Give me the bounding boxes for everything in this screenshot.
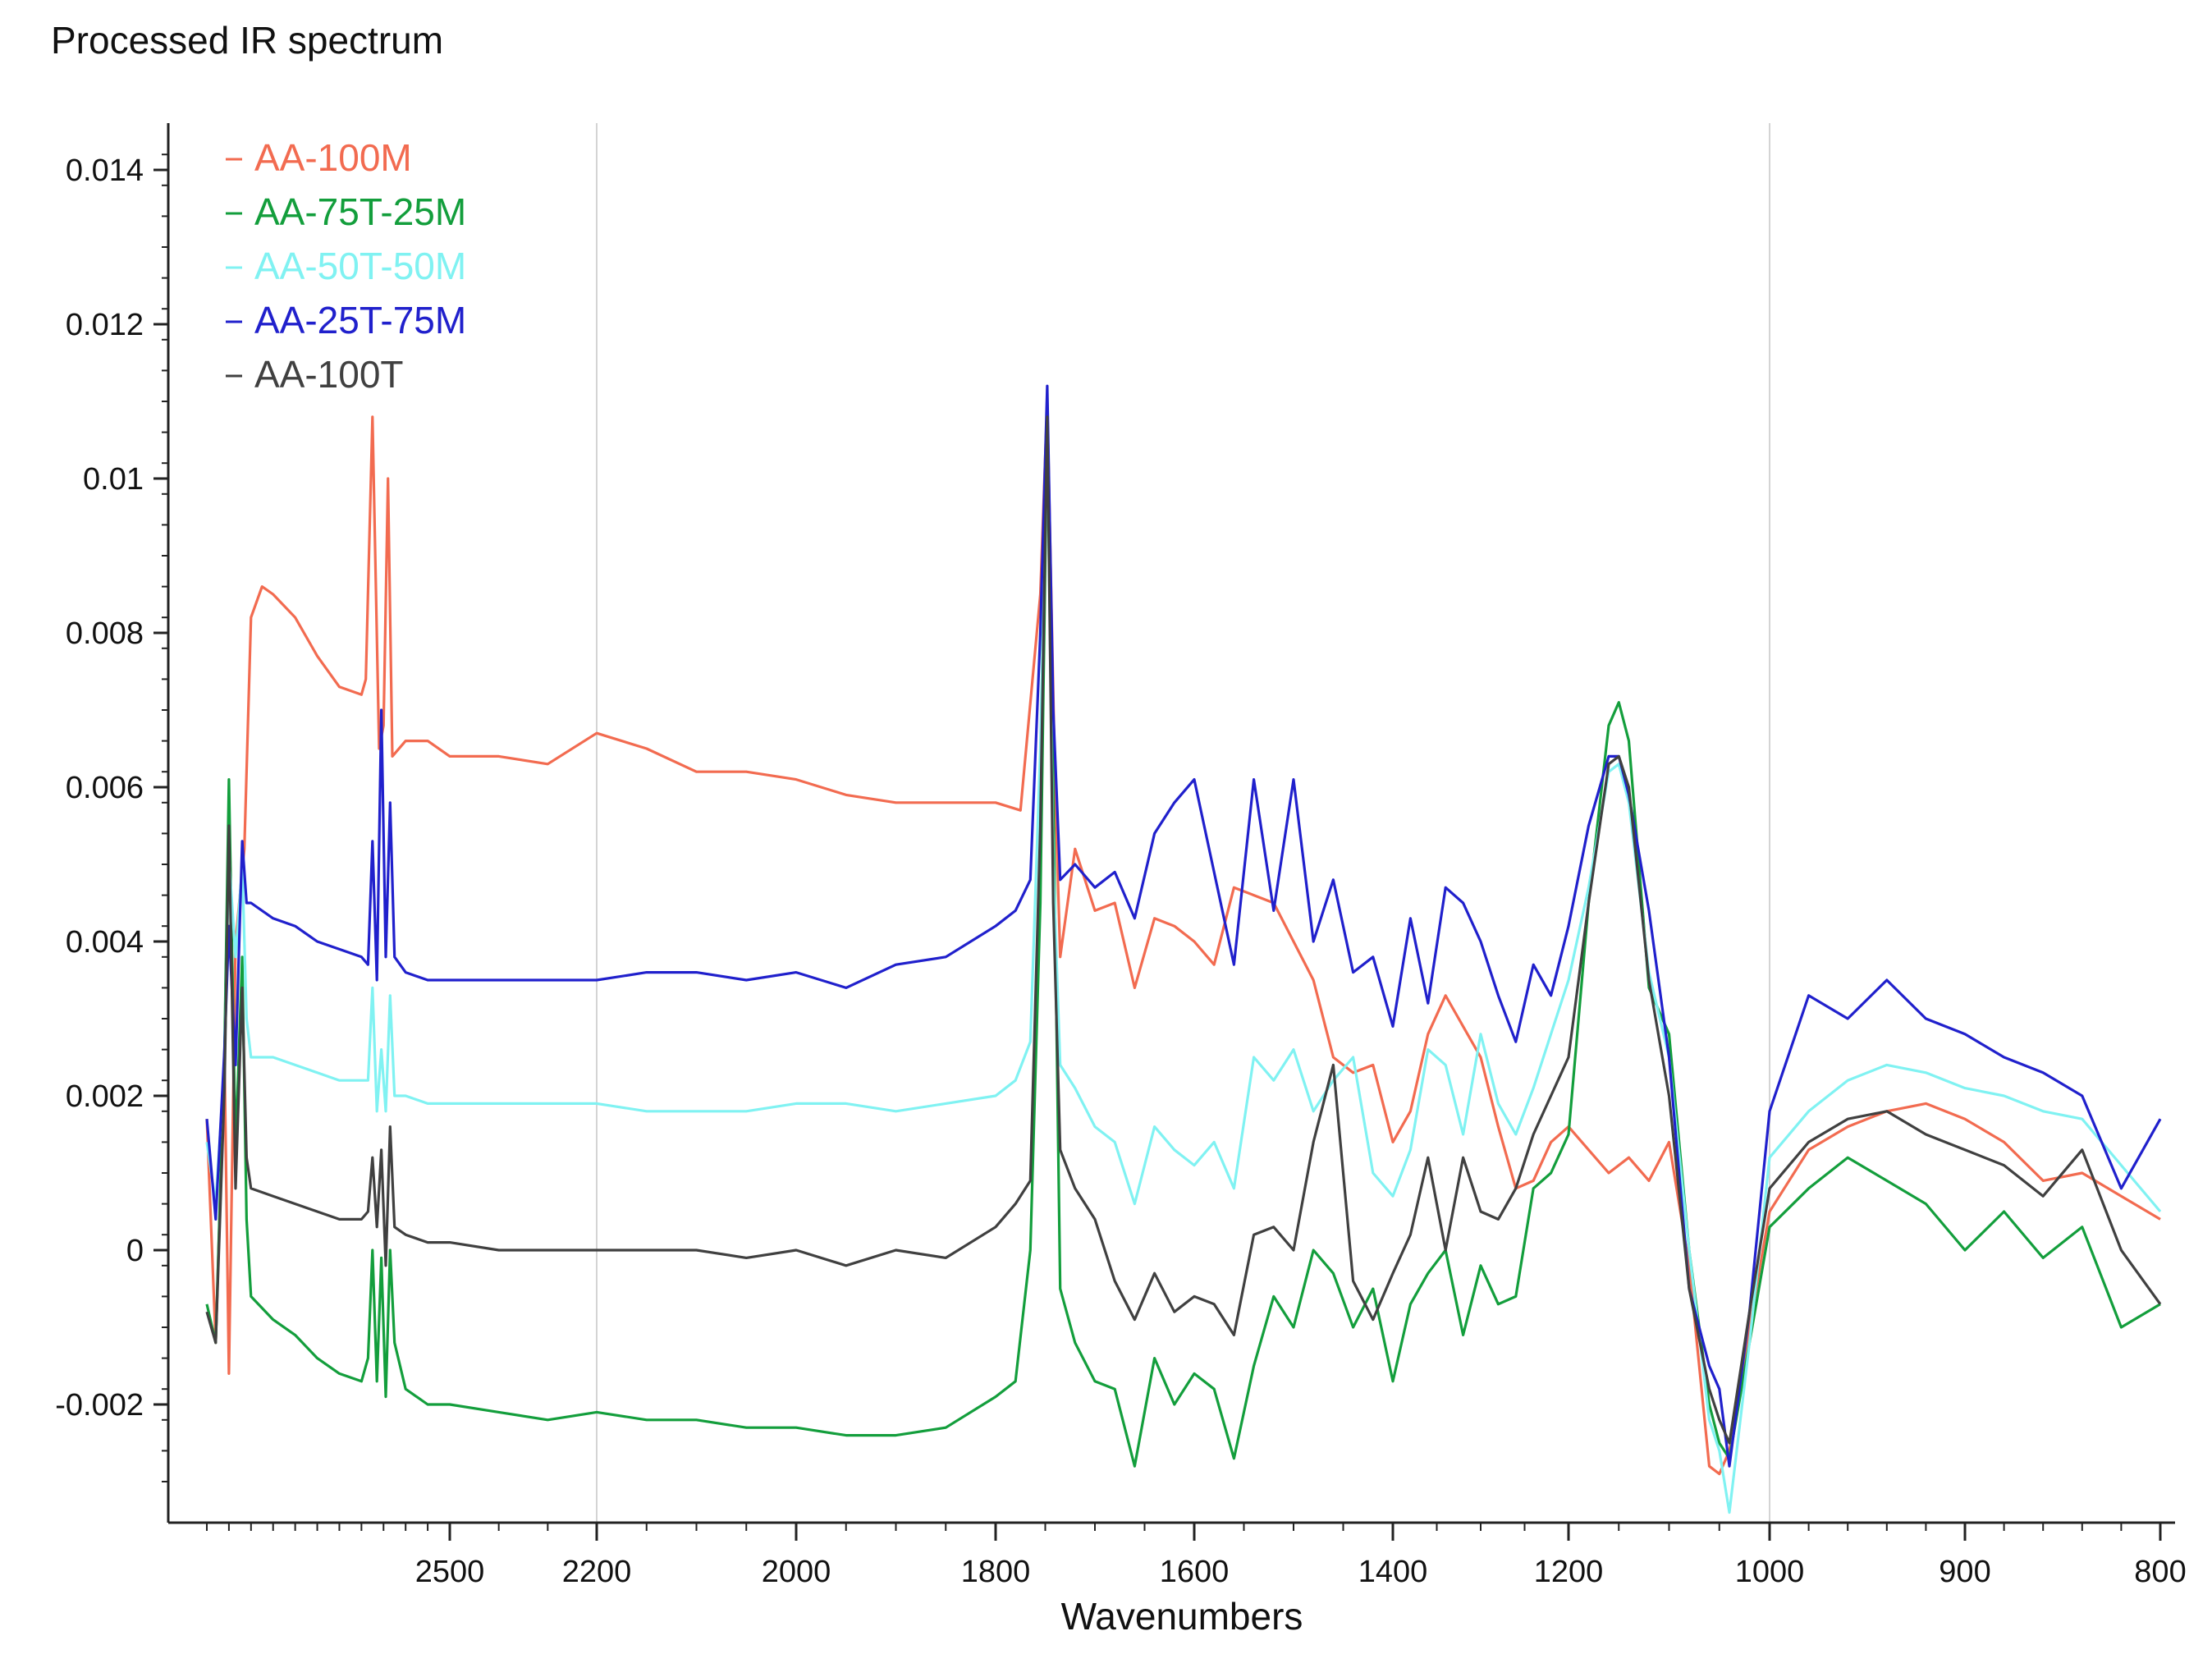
x-tick-label: 2000	[762, 1555, 831, 1589]
legend: AA-100M AA-75T-25M AA-50T-50M AA-25T-75M AA-…	[226, 136, 466, 396]
x-tick-label: 2200	[562, 1555, 632, 1589]
legend-label: AA-100T	[254, 353, 404, 396]
legend-label: AA-100M	[254, 136, 412, 179]
y-tick-label: 0.006	[66, 771, 144, 805]
x-tick-label: 2500	[415, 1555, 485, 1589]
y-tick-label: 0.01	[83, 462, 144, 497]
series-line-aa-50t-50m	[205, 431, 2162, 1514]
x-tick-label: 1000	[1735, 1555, 1805, 1589]
x-tick-label: 1200	[1534, 1555, 1604, 1589]
legend-label: AA-25T-75M	[254, 299, 466, 341]
x-tick-label: 900	[1939, 1555, 1990, 1589]
y-tick-label: 0.002	[66, 1079, 144, 1114]
x-tick-label: 800	[2134, 1555, 2186, 1589]
legend-label: AA-75T-25M	[254, 190, 466, 233]
axes: 0.014 0.012 0.01 0.008 0.006 0.004 0.002 0 -0.00…	[55, 123, 2187, 1589]
x-tick-label: 1800	[961, 1555, 1031, 1589]
x-tick-label: 1400	[1358, 1555, 1428, 1589]
y-tick-label: 0	[126, 1234, 144, 1268]
x-axis-title: Wavenumbers	[1061, 1595, 1303, 1638]
y-tick-label: 0.008	[66, 616, 144, 651]
legend-label: AA-50T-50M	[254, 245, 466, 287]
y-tick-label: 0.014	[66, 153, 144, 188]
chart-title: Processed IR spectrum	[51, 19, 443, 62]
y-tick-label: 0.004	[66, 925, 144, 960]
grid	[596, 123, 1770, 1523]
series-lines	[205, 384, 2162, 1514]
x-tick-label: 1600	[1160, 1555, 1230, 1589]
series-line-aa-75t-25m	[205, 423, 2161, 1468]
y-tick-label: 0.012	[66, 308, 144, 342]
series-line-aa-100t	[205, 415, 2162, 1445]
series-line-aa-100m	[205, 400, 2161, 1476]
y-tick-label: -0.002	[55, 1388, 144, 1423]
series-line-aa-25t-75m	[205, 384, 2162, 1468]
